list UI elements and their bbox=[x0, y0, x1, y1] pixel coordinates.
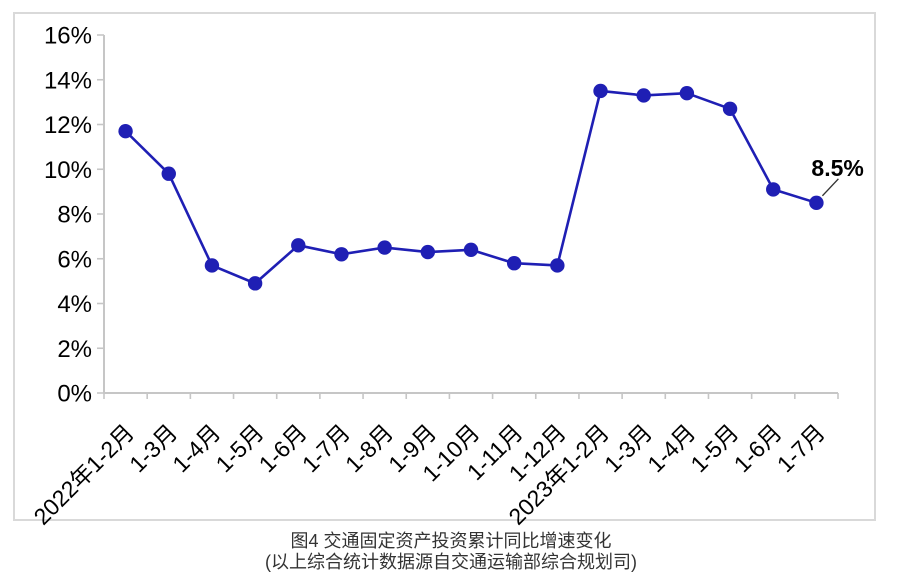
data-point bbox=[506, 256, 522, 271]
x-axis-tick-label: 1-6月 bbox=[729, 419, 787, 477]
y-axis-tick-label: 16% bbox=[44, 23, 92, 50]
chart-caption-source: (以上综合统计数据源自交通运输部综合规划司) bbox=[265, 552, 637, 572]
y-axis-tick-label: 0% bbox=[57, 381, 92, 408]
data-point bbox=[463, 242, 479, 257]
x-axis-tick-label: 1-4月 bbox=[167, 419, 225, 477]
x-axis-tick-label: 1-7月 bbox=[772, 419, 830, 477]
chart-caption: 图4 交通固定资产投资累计同比增速变化 (以上综合统计数据源自交通运输部综合规划… bbox=[0, 531, 902, 573]
x-axis-tick-label: 1-8月 bbox=[340, 419, 398, 477]
y-axis-tick-label: 14% bbox=[44, 67, 92, 94]
data-point bbox=[809, 195, 824, 211]
x-axis-tick-label: 1-7月 bbox=[297, 419, 355, 477]
data-point bbox=[247, 276, 263, 291]
annotation-leader-line bbox=[821, 178, 839, 197]
x-axis-tick-label: 2022年1-2月 bbox=[29, 419, 140, 530]
x-axis-tick-label: 1-6月 bbox=[254, 419, 312, 477]
chart-caption-title: 图4 交通固定资产投资累计同比增速变化 bbox=[290, 531, 612, 551]
y-axis-tick-label: 10% bbox=[44, 157, 92, 184]
data-point bbox=[204, 258, 220, 273]
x-axis-tick-label: 1-5月 bbox=[685, 419, 743, 477]
y-axis-tick-label: 6% bbox=[57, 246, 92, 273]
data-point bbox=[377, 240, 392, 255]
annotation-label: 8.5% bbox=[811, 155, 863, 181]
data-point bbox=[161, 166, 176, 181]
data-point bbox=[636, 88, 651, 103]
y-axis-tick-label: 4% bbox=[57, 291, 92, 318]
data-point bbox=[334, 247, 349, 262]
data-point bbox=[679, 85, 695, 101]
x-axis-tick-label: 1-5月 bbox=[210, 419, 268, 477]
y-axis-tick-label: 2% bbox=[57, 336, 92, 363]
data-point bbox=[550, 258, 565, 273]
data-point bbox=[291, 238, 306, 253]
data-point bbox=[766, 182, 781, 197]
y-axis-tick-label: 12% bbox=[44, 112, 92, 139]
x-axis-tick-label: 1-3月 bbox=[124, 419, 182, 477]
chart-figure-box bbox=[13, 12, 876, 521]
data-point bbox=[420, 244, 436, 260]
y-axis-tick-label: 8% bbox=[57, 202, 92, 229]
data-point bbox=[118, 124, 133, 139]
x-axis-tick-label: 1-4月 bbox=[642, 419, 700, 477]
data-point bbox=[593, 83, 608, 99]
data-point bbox=[722, 101, 738, 117]
x-axis-tick-label: 1-3月 bbox=[599, 419, 657, 477]
